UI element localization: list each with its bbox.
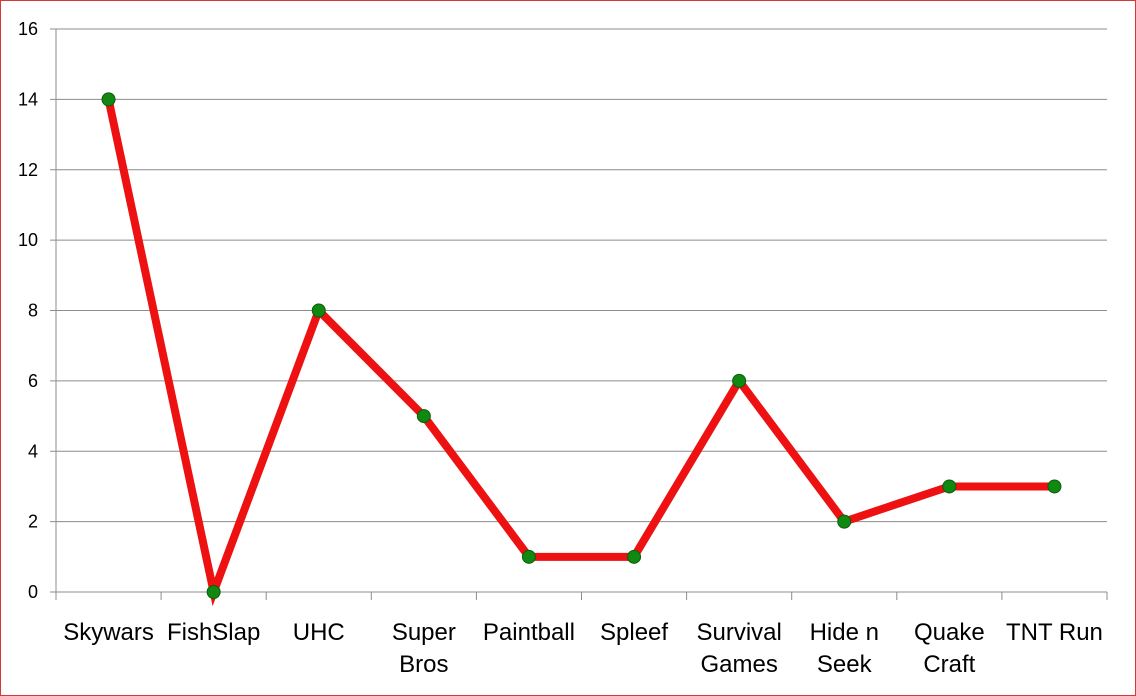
x-tick-label-line: Craft bbox=[923, 651, 975, 678]
x-tick-label-line: Super bbox=[392, 619, 456, 646]
series bbox=[101, 92, 1062, 607]
x-tick-label: UHC bbox=[293, 619, 345, 646]
y-tick-label: 10 bbox=[18, 230, 38, 250]
x-tick-label: Quake Craft bbox=[914, 619, 985, 678]
x-tick-label-line: Bros bbox=[399, 651, 448, 678]
x-tick-label-line: Seek bbox=[817, 651, 873, 678]
x-tick-label: Paintball bbox=[483, 619, 575, 646]
series-line bbox=[104, 95, 1059, 607]
x-tick-label: Super Bros bbox=[392, 619, 456, 678]
x-tick-label-line: Games bbox=[700, 651, 777, 678]
x-tick-label-line: Quake bbox=[914, 619, 985, 646]
x-tick-label-line: FishSlap bbox=[167, 619, 260, 646]
data-point bbox=[837, 514, 852, 529]
x-tick-label-line: TNT Run bbox=[1006, 619, 1103, 646]
x-tick-label: Skywars bbox=[63, 619, 154, 646]
data-point bbox=[101, 92, 116, 107]
data-point bbox=[1047, 479, 1062, 494]
y-tick-label: 14 bbox=[18, 89, 38, 109]
x-tick-label-line: Skywars bbox=[63, 619, 154, 646]
x-tick-label: TNT Run bbox=[1006, 619, 1103, 646]
x-tick-label: Spleef bbox=[600, 619, 668, 646]
x-tick-label-line: Hide n bbox=[810, 619, 879, 646]
x-tick-label-line: Paintball bbox=[483, 619, 575, 646]
x-tick-label-line: Survival bbox=[696, 619, 781, 646]
y-tick-label: 4 bbox=[28, 441, 38, 461]
y-tick-label: 8 bbox=[28, 301, 38, 321]
x-tick-label: Survival Games bbox=[696, 619, 781, 678]
gridlines bbox=[56, 28, 1107, 523]
y-tick-label: 16 bbox=[18, 19, 38, 39]
x-tick-label: FishSlap bbox=[167, 619, 260, 646]
y-tick-label: 2 bbox=[28, 512, 38, 532]
y-tick-labels: 0 2 4 6 8 10 12 14 16 bbox=[18, 19, 38, 602]
x-tick-label-line: UHC bbox=[293, 619, 345, 646]
x-tick-label: Hide n Seek bbox=[810, 619, 879, 678]
y-tick-label: 12 bbox=[18, 160, 38, 180]
x-tick-labels: Skywars FishSlap UHC Super Bros Paintball Sple… bbox=[63, 619, 1103, 678]
data-point bbox=[942, 479, 957, 494]
data-point bbox=[416, 409, 431, 424]
data-point bbox=[206, 585, 221, 599]
y-tick-label: 0 bbox=[28, 582, 38, 602]
data-point bbox=[521, 549, 536, 564]
y-tick-label: 6 bbox=[28, 371, 38, 391]
axes bbox=[50, 28, 1108, 600]
x-tick-label-line: Spleef bbox=[600, 619, 668, 646]
data-point bbox=[311, 303, 326, 318]
data-point bbox=[627, 549, 642, 564]
data-point bbox=[732, 373, 747, 388]
